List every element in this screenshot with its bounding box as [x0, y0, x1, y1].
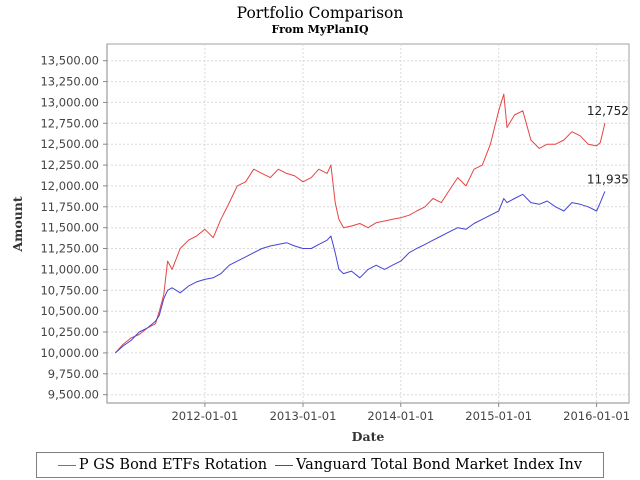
x-tick-label: 2016-01-01 [563, 409, 630, 423]
x-tick-label: 2014-01-01 [367, 409, 434, 423]
y-tick-label: 11,250.00 [40, 242, 99, 256]
y-tick-label: 10,500.00 [40, 304, 99, 318]
y-tick-label: 11,750.00 [40, 200, 99, 214]
series-end-label-0: 12,752 [587, 104, 629, 118]
y-tick-label: 12,250.00 [40, 158, 99, 172]
x-axis-label: Date [352, 429, 385, 444]
y-tick-label: 9,500.00 [48, 388, 99, 402]
y-axis-label: Amount [10, 196, 25, 252]
y-tick-label: 10,750.00 [40, 283, 99, 297]
y-tick-label: 11,500.00 [40, 221, 99, 235]
x-tick-label: 2013-01-01 [270, 409, 337, 423]
series-end-label-1: 11,935 [587, 172, 629, 186]
y-axis: 9,500.00 9,750.00 10,000.00 10,250.00 10,500… [40, 44, 108, 403]
x-tick-label: 2015-01-01 [465, 409, 532, 423]
x-axis: 2012-01-01 2013-01-01 2014-01-01 2015-01-01… [107, 402, 630, 423]
y-tick-label: 9,750.00 [48, 367, 99, 381]
portfolio-comparison-chart: Portfolio Comparison From MyPlanIQ 9,500… [10, 4, 630, 444]
chart-subtitle: From MyPlanIQ [271, 23, 369, 36]
chart-title: Portfolio Comparison [237, 4, 404, 22]
series-line-1 [114, 191, 606, 354]
y-tick-label: 10,250.00 [40, 325, 99, 339]
legend: P GS Bond ETFs Rotation Vanguard Total B… [36, 452, 604, 478]
end-labels: 12,752 11,935 [587, 104, 629, 186]
y-tick-label: 11,000.00 [40, 262, 99, 276]
legend-swatch-red [57, 464, 76, 466]
series-line-0 [114, 93, 606, 354]
legend-item-rotation: P GS Bond ETFs Rotation [57, 457, 268, 473]
legend-label: Vanguard Total Bond Market Index Inv [296, 457, 583, 473]
x-tick-label: 2012-01-01 [171, 409, 238, 423]
y-tick-label: 10,000.00 [40, 346, 99, 360]
series-layer [114, 93, 606, 354]
y-tick-label: 12,000.00 [40, 179, 99, 193]
legend-swatch-blue [275, 464, 294, 466]
y-tick-label: 13,500.00 [40, 54, 99, 68]
legend-label: P GS Bond ETFs Rotation [78, 457, 268, 473]
y-tick-label: 12,750.00 [40, 116, 99, 130]
y-tick-label: 13,000.00 [40, 95, 99, 109]
legend-item-vanguard: Vanguard Total Bond Market Index Inv [275, 457, 582, 473]
y-tick-label: 13,250.00 [40, 75, 99, 89]
plot-area [106, 43, 630, 404]
y-tick-label: 12,500.00 [40, 137, 99, 151]
